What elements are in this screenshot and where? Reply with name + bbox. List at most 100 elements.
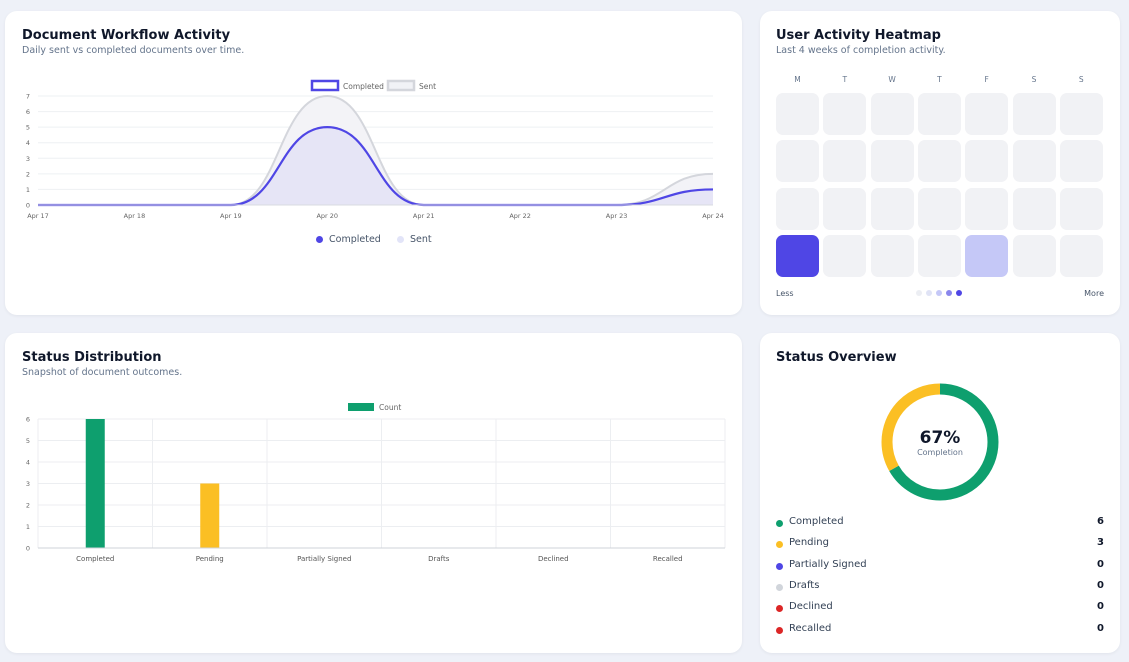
heatmap-scale-swatch xyxy=(946,290,952,296)
y-tick-label: 6 xyxy=(26,108,30,116)
bottom-legend-sent-label: Sent xyxy=(410,234,432,245)
bar-pending[interactable] xyxy=(200,483,220,549)
heatmap-cell[interactable] xyxy=(1012,93,1056,135)
sent-dot-icon xyxy=(397,236,404,243)
heatmap-cell[interactable] xyxy=(870,234,914,277)
overview-caption: Completion xyxy=(917,448,963,457)
heatmap-cell[interactable] xyxy=(823,93,867,135)
donut-slice-pending[interactable] xyxy=(881,383,999,501)
heatmap-cell[interactable] xyxy=(776,93,819,135)
status-label: Partially Signed xyxy=(789,558,867,570)
bottom-legend-completed-label: Completed xyxy=(329,234,381,245)
x-tick-label: Pending xyxy=(196,555,224,563)
heatmap-more-label: More xyxy=(1084,289,1104,298)
status-count: 0 xyxy=(1097,601,1104,613)
heatmap-scale-swatch xyxy=(936,290,942,296)
x-tick-label: Apr 22 xyxy=(509,212,531,220)
status-dot-icon xyxy=(776,583,783,591)
heatmap-cell[interactable] xyxy=(965,234,1009,277)
status-count: 3 xyxy=(1097,537,1104,549)
workflow-top-legend[interactable]: Completed Sent xyxy=(310,79,436,92)
status-row-declined: Declined 0 xyxy=(776,601,1104,617)
overview-title: Status Overview xyxy=(776,350,897,365)
status-label: Recalled xyxy=(789,622,832,634)
status-dot-icon xyxy=(776,626,783,634)
y-tick-label: 3 xyxy=(26,480,30,488)
completed-dot-icon xyxy=(316,236,323,243)
completed-area xyxy=(38,127,713,205)
heatmap-cell[interactable] xyxy=(776,234,819,277)
heatmap-cell[interactable] xyxy=(917,187,961,230)
workflow-title: Document Workflow Activity xyxy=(22,28,231,43)
x-tick-label: Drafts xyxy=(428,555,450,563)
heatmap-scale-swatch xyxy=(916,290,922,296)
heatmap-cell[interactable] xyxy=(1012,140,1056,183)
y-tick-label: 6 xyxy=(26,416,30,424)
overview-percent: 67% xyxy=(919,428,961,448)
distribution-legend[interactable]: Count xyxy=(348,403,401,412)
status-row-pending: Pending 3 xyxy=(776,537,1104,553)
y-tick-label: 0 xyxy=(26,202,30,210)
workflow-bottom-legend-sent[interactable]: Sent xyxy=(397,234,432,245)
heatmap-day-label: S xyxy=(1031,75,1037,84)
status-dot-icon xyxy=(776,541,783,549)
heatmap-cell[interactable] xyxy=(776,140,819,183)
heatmap-cell[interactable] xyxy=(776,187,819,230)
heatmap-cell[interactable] xyxy=(917,140,961,183)
status-label: Declined xyxy=(789,601,833,613)
heatmap-cell[interactable] xyxy=(1059,234,1103,277)
y-tick-label: 0 xyxy=(26,545,30,553)
x-tick-label: Partially Signed xyxy=(297,555,351,563)
y-tick-label: 2 xyxy=(26,502,30,510)
heatmap-day-label: S xyxy=(1078,75,1084,84)
heatmap-cell[interactable] xyxy=(823,140,867,183)
legend-completed-label: Completed xyxy=(343,82,384,91)
workflow-bottom-legend-completed[interactable]: Completed xyxy=(316,234,381,245)
heatmap-title: User Activity Heatmap xyxy=(776,28,941,43)
x-tick-label: Apr 21 xyxy=(413,212,435,220)
heatmap-cell[interactable] xyxy=(823,187,867,230)
legend-count-swatch xyxy=(348,403,374,411)
heatmap-cell[interactable] xyxy=(870,140,914,183)
heatmap-cell[interactable] xyxy=(1059,93,1103,135)
x-tick-label: Apr 17 xyxy=(27,212,49,220)
x-tick-label: Recalled xyxy=(653,555,683,563)
heatmap-cell[interactable] xyxy=(965,140,1009,183)
heatmap-cell[interactable] xyxy=(1059,140,1103,183)
status-row-partially-signed: Partially Signed 0 xyxy=(776,559,1104,575)
status-label: Completed xyxy=(789,516,844,527)
status-row-drafts: Drafts 0 xyxy=(776,580,1104,596)
heatmap-cell[interactable] xyxy=(870,93,914,135)
legend-count-label: Count xyxy=(379,403,401,412)
y-tick-label: 3 xyxy=(26,155,30,163)
heatmap-day-label: F xyxy=(984,75,989,84)
heatmap-day-label: M xyxy=(794,75,801,84)
heatmap-cell[interactable] xyxy=(965,187,1009,230)
x-tick-label: Apr 19 xyxy=(220,212,242,220)
y-tick-label: 7 xyxy=(26,93,30,101)
legend-sent-label: Sent xyxy=(419,82,436,91)
heatmap-cell[interactable] xyxy=(917,234,961,277)
bar-completed[interactable] xyxy=(85,419,105,548)
heatmap-scale-swatch xyxy=(926,290,932,296)
status-row-completed: Completed 6 xyxy=(776,516,1104,532)
heatmap-cell[interactable] xyxy=(965,93,1009,135)
heatmap-cell[interactable] xyxy=(1059,187,1103,230)
status-dot-icon xyxy=(776,605,783,613)
status-label: Drafts xyxy=(789,579,820,591)
heatmap-cell[interactable] xyxy=(917,93,961,135)
heatmap-cell[interactable] xyxy=(1012,234,1056,277)
distribution-bar-chart: Count 0 1 2 3 4 5 6 Completed Pending Partially S… xyxy=(26,403,726,563)
heatmap-cell[interactable] xyxy=(1012,187,1056,230)
heatmap-cell[interactable] xyxy=(870,187,914,230)
y-tick-label: 4 xyxy=(26,139,30,147)
status-dot-icon xyxy=(776,562,783,570)
heatmap-day-label: T xyxy=(937,75,942,84)
x-tick-label: Apr 24 xyxy=(702,212,724,220)
legend-completed-swatch xyxy=(310,79,340,92)
status-dot-icon xyxy=(776,520,783,527)
heatmap-cell[interactable] xyxy=(823,234,867,277)
y-tick-label: 1 xyxy=(26,186,30,194)
distribution-subtitle: Snapshot of document outcomes. xyxy=(22,367,183,378)
heatmap-subtitle: Last 4 weeks of completion activity. xyxy=(776,45,946,56)
